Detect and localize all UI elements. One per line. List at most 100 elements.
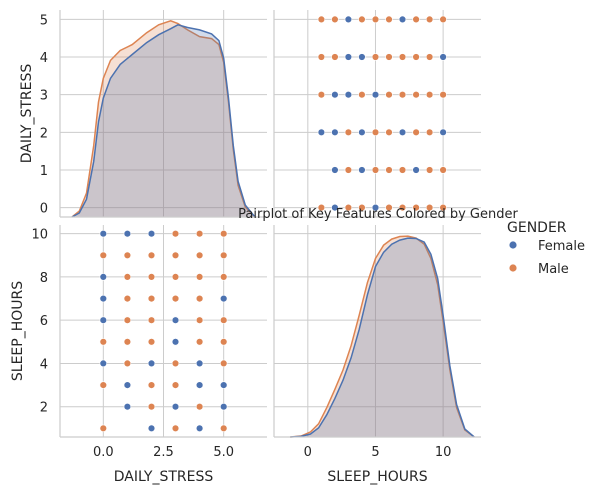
sleep_vs_stress-point-male-23 xyxy=(371,128,380,137)
sleep_vs_stress-point-male-11 xyxy=(385,53,393,61)
sleep_vs_stress-point-female-1 xyxy=(398,15,407,24)
stress_kde-density-fill-female xyxy=(72,24,255,217)
sleep_vs_stress-point-female-14 xyxy=(358,166,366,174)
stress_vs_sleep-point-male-3 xyxy=(99,251,108,260)
stress_vs_sleep-point-female-1 xyxy=(123,230,132,238)
legend-label-male: Male xyxy=(538,262,569,277)
stress_vs_sleep-point-male-32 xyxy=(171,381,180,389)
sleep_vs_stress-point-male-6 xyxy=(425,15,434,24)
stress_vs_sleep-point-female-10 xyxy=(147,359,156,368)
sleep_vs_stress-point-male-2 xyxy=(358,15,366,24)
stress_vs_sleep-point-female-17 xyxy=(220,403,228,411)
stress_vs_sleep-point-female-3 xyxy=(99,273,108,281)
stress_kde-ytick-label-1: 1 xyxy=(40,164,48,179)
stress_kde-ytick-label-3: 3 xyxy=(40,89,48,104)
legend-title: GENDER xyxy=(507,220,567,236)
sleep_vs_stress-point-male-29 xyxy=(385,166,393,174)
sleep_vs_stress-point-male-33 xyxy=(317,203,326,212)
sleep_vs_stress-background xyxy=(274,10,481,217)
stress_vs_sleep-point-male-17 xyxy=(195,294,204,303)
sleep_kde-density-line-female xyxy=(290,237,475,438)
stress_vs_sleep-point-male-31 xyxy=(147,381,156,389)
sleep_vs_stress-point-female-5 xyxy=(331,90,339,99)
stress_vs_sleep-xtick-label-0: 0.0 xyxy=(93,445,114,460)
sleep_vs_stress-point-male-28 xyxy=(371,166,380,174)
stress_vs_sleep-ytick-label-0: 2 xyxy=(40,401,48,416)
stress_kde-ytick-label-2: 2 xyxy=(40,126,48,141)
panels: 0 1 2 3 4 5 2 4 6 8 10 0.0 2.5 5.0 0 5 10 DAILY_STRESS SLE… xyxy=(10,10,481,485)
stress_vs_sleep-xtick-label-1: 2.5 xyxy=(153,445,174,460)
sleep_vs_stress-point-male-0 xyxy=(317,15,326,24)
stress_vs_sleep-point-female-18 xyxy=(147,424,156,432)
stress_vs_sleep-point-male-6 xyxy=(171,251,180,260)
sleep_vs_stress-point-male-32 xyxy=(439,166,447,174)
sleep_vs_stress-point-female-7 xyxy=(371,90,380,99)
stress_vs_sleep-ytick-label-1: 4 xyxy=(40,357,48,372)
sleep_vs_stress-point-male-22 xyxy=(344,128,353,137)
sleep_vs_stress-point-male-35 xyxy=(358,203,366,212)
sleep_vs_stress-point-female-3 xyxy=(358,53,366,61)
sleep_vs_stress-point-female-17 xyxy=(371,203,380,212)
stress_vs_sleep-point-male-37 xyxy=(220,424,228,432)
legend-marker-female xyxy=(509,241,517,249)
sleep_vs_stress-point-male-34 xyxy=(344,203,353,212)
sleep_vs_stress-point-female-9 xyxy=(331,128,339,137)
stress_vs_sleep-point-female-16 xyxy=(171,403,180,411)
sleep_vs_stress-point-male-20 xyxy=(425,90,434,99)
sleep_vs_stress-point-male-25 xyxy=(412,128,420,137)
sleep_vs_stress-point-male-19 xyxy=(412,90,420,99)
sleep_vs_stress-point-male-21 xyxy=(439,90,447,99)
sleep_vs_stress-point-male-9 xyxy=(331,53,339,61)
stress_kde-ytick-label-5: 5 xyxy=(40,13,48,28)
stress_vs_sleep-point-female-19 xyxy=(195,424,204,432)
stress_vs_sleep-point-female-2 xyxy=(147,230,156,238)
sleep_kde-xtick-label-0: 0 xyxy=(304,445,312,460)
stress_vs_sleep-point-male-30 xyxy=(99,381,108,389)
sleep_vs_stress-point-male-18 xyxy=(398,90,407,99)
stress_vs_sleep-point-female-0 xyxy=(99,230,108,238)
sleep_vs_stress-point-male-24 xyxy=(385,128,393,137)
sleep_vs_stress-point-male-27 xyxy=(344,166,353,174)
legend-marker-male xyxy=(509,264,517,272)
stress_vs_sleep-point-male-8 xyxy=(220,251,228,260)
stress_kde-ytick-label-4: 4 xyxy=(40,51,48,66)
sleep_kde-xtick-label-2: 10 xyxy=(435,445,452,460)
sleep_vs_stress-point-female-10 xyxy=(358,128,366,137)
stress_vs_sleep-point-male-15 xyxy=(147,294,156,303)
stress_vs_sleep-point-male-0 xyxy=(171,230,180,238)
stress_vs_sleep-point-male-20 xyxy=(195,316,204,324)
sleep_vs_stress-point-female-12 xyxy=(439,128,447,137)
sleep_vs_stress-point-female-2 xyxy=(344,53,353,61)
legend-label-female: Female xyxy=(538,239,585,254)
stress_vs_sleep-point-male-25 xyxy=(195,338,204,346)
stress_vs_sleep-point-male-35 xyxy=(99,424,108,432)
stress_vs_sleep-point-male-36 xyxy=(171,424,180,432)
sleep_kde-density-fill-female xyxy=(290,238,475,437)
sleep_kde-xtick-label-1: 5 xyxy=(371,445,379,460)
sleep_vs_stress-point-female-0 xyxy=(344,15,353,24)
sleep_vs_stress-point-female-16 xyxy=(331,203,339,212)
stress_vs_sleep-point-female-8 xyxy=(171,338,180,346)
stress_vs_sleep-point-male-21 xyxy=(220,316,228,324)
sleep_vs_stress-point-male-12 xyxy=(398,53,407,61)
sleep_vs_stress-point-female-4 xyxy=(439,53,447,61)
sleep_vs_stress-point-male-8 xyxy=(317,53,326,61)
chart-title: Pairplot of Key Features Colored by Gend… xyxy=(238,207,518,222)
stress_vs_sleep-point-male-28 xyxy=(171,359,180,368)
stress_vs_sleep-point-female-11 xyxy=(195,359,204,368)
x-axis-label-sleep-hours: SLEEP_HOURS xyxy=(327,469,427,485)
sleep_vs_stress-point-male-1 xyxy=(331,15,339,24)
stress_vs_sleep-point-male-10 xyxy=(147,273,156,281)
sleep_vs_stress-point-male-38 xyxy=(412,203,420,212)
sleep_vs_stress-point-male-13 xyxy=(412,53,420,61)
sleep_vs_stress-point-male-31 xyxy=(425,166,434,174)
sleep_vs_stress-point-female-8 xyxy=(317,128,326,137)
sleep_vs_stress-point-male-39 xyxy=(425,203,434,212)
stress_vs_sleep-point-male-12 xyxy=(195,273,204,281)
stress_vs_sleep-point-male-13 xyxy=(220,273,228,281)
stress_vs_sleep-point-male-11 xyxy=(171,273,180,281)
stress_vs_sleep-point-male-14 xyxy=(123,294,132,303)
stress_vs_sleep-point-female-4 xyxy=(99,294,108,303)
stress_vs_sleep-ytick-label-4: 10 xyxy=(31,228,48,243)
